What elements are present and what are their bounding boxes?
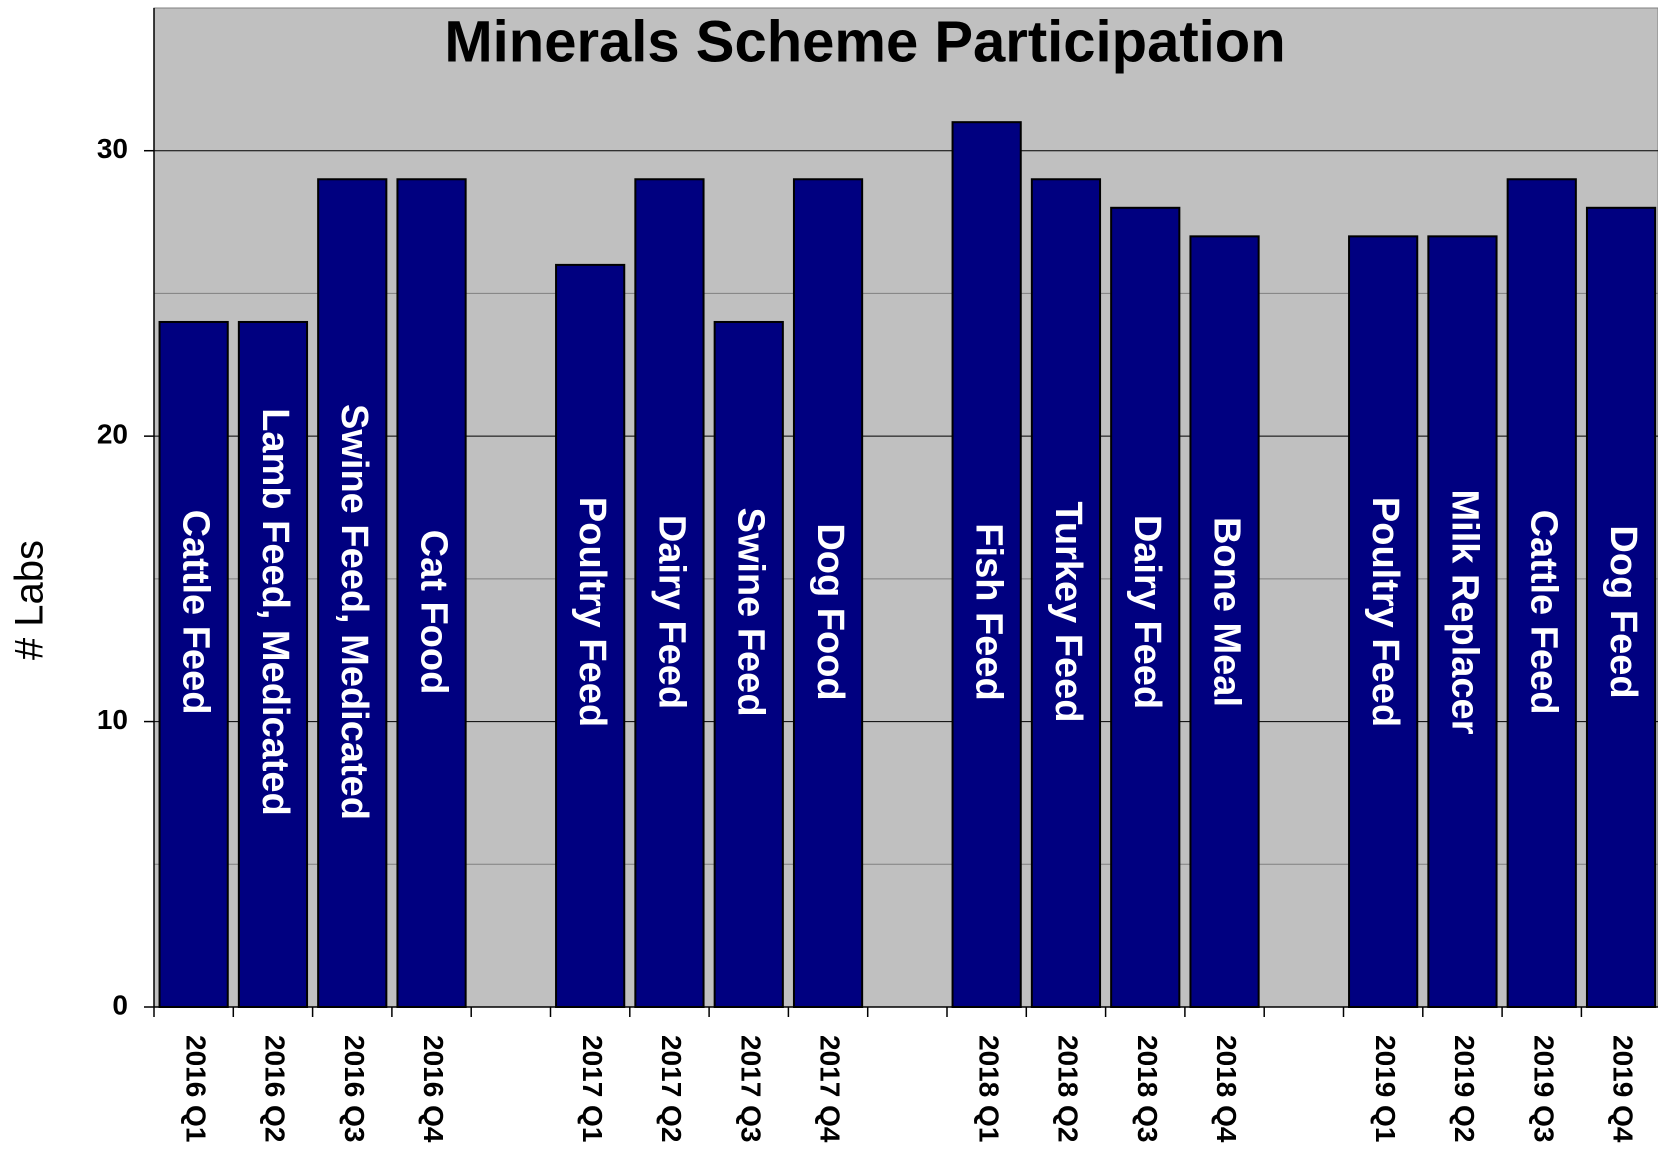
bar-label: Poultry Feed: [1364, 497, 1406, 727]
y-axis-label: # Labs: [8, 540, 52, 660]
x-tick-label: 2017 Q3: [735, 1035, 766, 1142]
x-tick-label: 2017 Q2: [656, 1035, 687, 1142]
bar-label: Fish Feed: [968, 523, 1010, 700]
chart-title: Minerals Scheme Participation: [444, 9, 1285, 74]
bar-label: Milk Replacer: [1443, 490, 1485, 735]
bar-label: Swine Feed, Medicated: [333, 404, 375, 820]
y-tick-label: 10: [97, 704, 128, 735]
y-tick-label: 0: [112, 989, 128, 1020]
x-tick-label: 2018 Q4: [1211, 1035, 1242, 1143]
bar-label: Swine Feed: [730, 507, 772, 716]
x-tick-label: 2019 Q1: [1370, 1035, 1401, 1142]
bar-label: Bone Meal: [1206, 517, 1248, 707]
y-tick-label: 20: [97, 419, 128, 450]
bar-label: Cattle Feed: [175, 510, 217, 715]
bar-label: Cat Food: [413, 530, 455, 695]
x-tick-label: 2016 Q1: [180, 1035, 211, 1142]
chart: Minerals Scheme Participation # Labs 0 10…: [0, 0, 1658, 1155]
x-tick-label: 2016 Q4: [418, 1035, 449, 1143]
bar-label: Poultry Feed: [571, 497, 613, 727]
x-tick-label: 2016 Q2: [260, 1035, 291, 1142]
bar-label: Dog Feed: [1602, 525, 1644, 698]
x-tick-label: 2018 Q1: [973, 1035, 1004, 1142]
x-tick-label: 2019 Q2: [1449, 1035, 1480, 1142]
x-tick-label: 2016 Q3: [339, 1035, 370, 1142]
x-tick-label: 2017 Q4: [815, 1035, 846, 1143]
x-tick-label: 2019 Q4: [1608, 1035, 1639, 1143]
bar-label: Dairy Feed: [1126, 515, 1168, 709]
y-tick-label: 30: [97, 133, 128, 164]
x-tick-label: 2019 Q3: [1528, 1035, 1559, 1142]
x-tick-label: 2017 Q1: [577, 1035, 608, 1142]
bar-label: Dairy Feed: [650, 515, 692, 709]
x-tick-label: 2018 Q3: [1132, 1035, 1163, 1142]
x-tick-label: 2018 Q2: [1053, 1035, 1084, 1142]
bar-label: Dog Food: [809, 523, 851, 700]
bar-label: Cattle Feed: [1523, 510, 1565, 715]
bar-label: Lamb Feed, Medicated: [254, 408, 296, 816]
bar-label: Turkey Feed: [1047, 501, 1089, 722]
